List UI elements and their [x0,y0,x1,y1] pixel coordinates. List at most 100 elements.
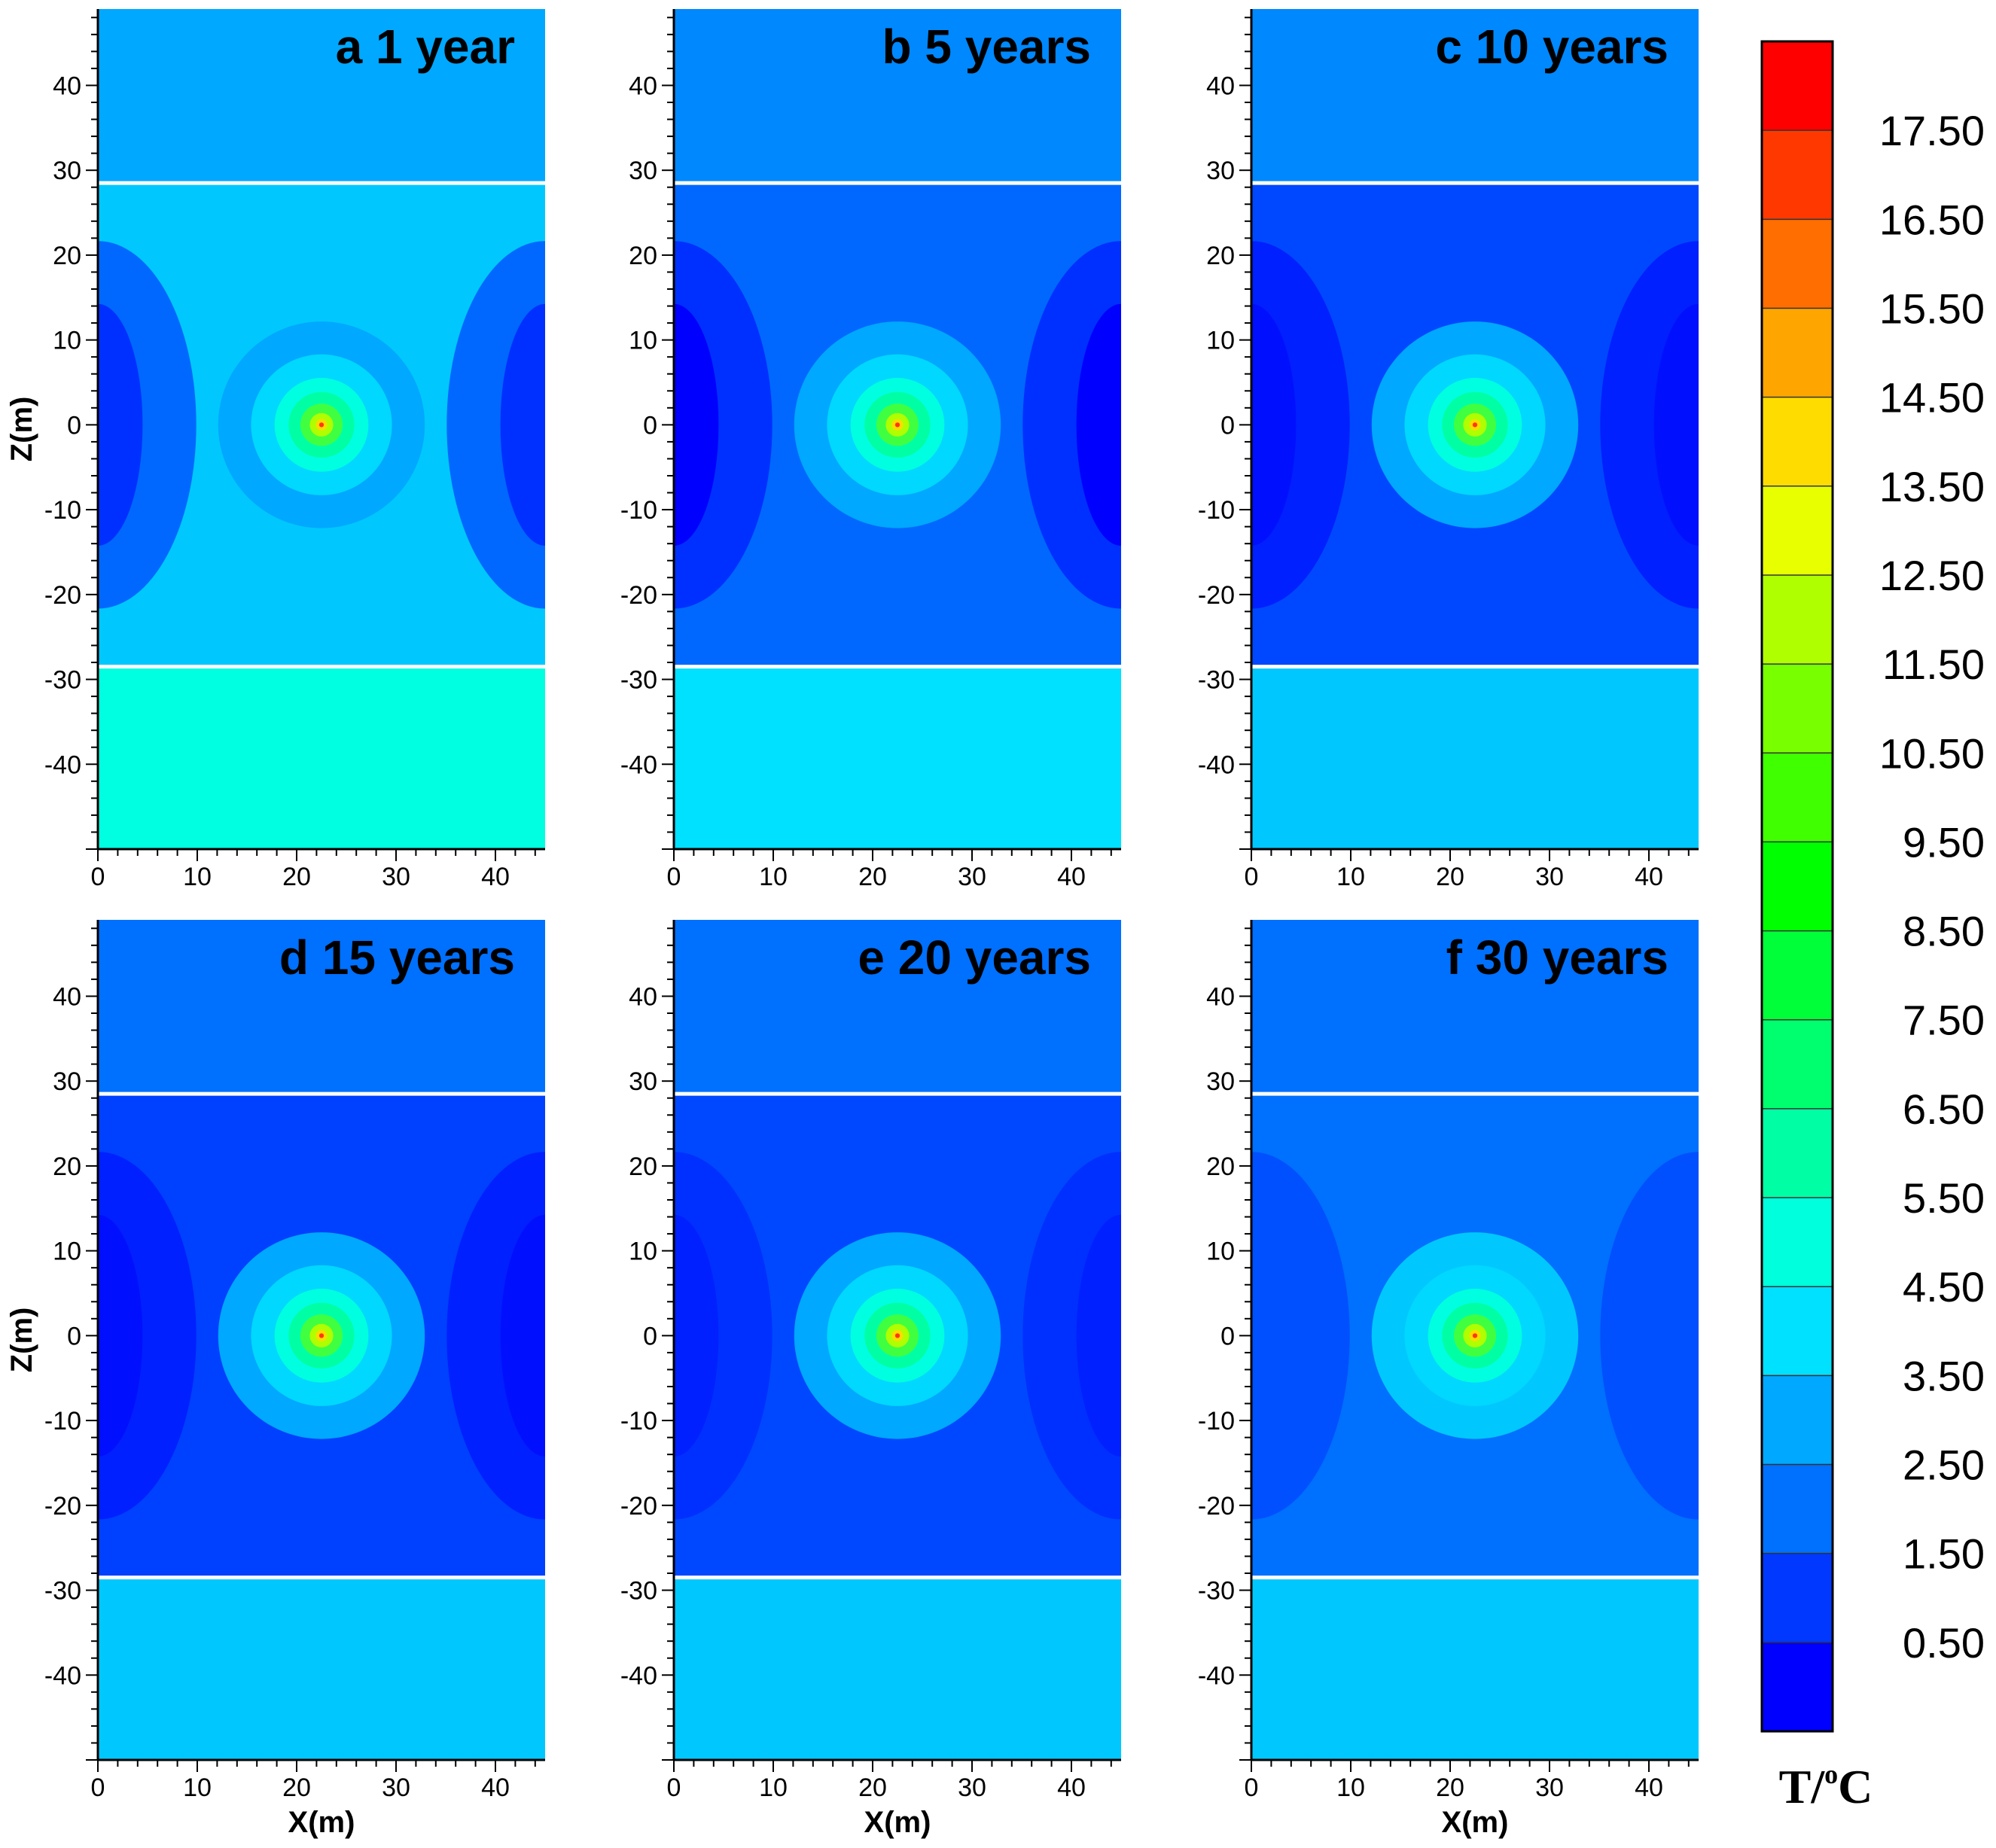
y-tick-label: -40 [620,1661,657,1690]
y-tick-label: 40 [1206,72,1235,100]
x-tick-label: 0 [667,863,681,891]
panel-d-field [98,920,545,1760]
y-tick-label: -30 [44,1577,81,1606]
y-tick-label: 0 [67,411,81,440]
layer-lower [674,1577,1121,1760]
x-tick-label: 40 [1057,1773,1086,1802]
y-tick-label: 0 [1220,1322,1235,1350]
x-tick-label: 40 [1635,863,1663,891]
cold-core-left [674,303,719,546]
cold-core-left [98,1214,143,1457]
colorbar-level-label: 9.50 [1903,818,1985,866]
colorbar-level-label: 5.50 [1903,1174,1985,1222]
x-tick-label: 10 [183,863,212,891]
colorbar-segment [1762,219,1833,309]
colorbar-level-label: 13.50 [1879,463,1985,510]
colorbar-level-label: 15.50 [1879,285,1985,332]
x-tick-label: 0 [667,1773,681,1802]
panel-title: b 5 years [882,20,1091,74]
y-tick-label: 40 [629,72,657,100]
x-tick-label: 0 [91,1773,105,1802]
colorbar-segment [1762,664,1833,754]
y-axis-title: Z(m) [5,397,38,462]
layer-lower [1251,1577,1699,1760]
cold-core-left [674,1214,719,1457]
colorbar-level-label: 0.50 [1903,1619,1985,1667]
y-tick-label: -20 [1198,1492,1235,1521]
x-tick-label: 0 [1245,1773,1259,1802]
x-tick-label: 30 [382,863,410,891]
x-axis-title: X(m) [1442,1806,1509,1839]
cold-core-left [1251,1214,1297,1457]
y-tick-label: 30 [1206,1067,1235,1096]
isotherm-ring-7 [1472,422,1478,428]
x-tick-label: 10 [759,863,788,891]
cold-core-left [1251,303,1297,546]
cold-core-right [1653,1214,1699,1457]
x-tick-label: 40 [481,863,510,891]
x-axis-title: X(m) [864,1806,931,1839]
y-tick-label: 20 [1206,1152,1235,1181]
cold-core-right [1653,303,1699,546]
y-tick-label: -20 [620,581,657,610]
y-tick-label: 10 [629,327,657,355]
panel-c: 0 10 20 30 40 -40 -30 -20 -10 0 10 20 30 40 c 10 years [1198,9,1699,891]
y-tick-label: -40 [620,750,657,779]
colorbar-segment [1762,1019,1833,1110]
colorbar-segment [1762,753,1833,842]
x-tick-label: 10 [1336,863,1365,891]
y-tick-label: 40 [53,982,81,1011]
cold-core-right [500,1214,545,1457]
colorbar-segment [1762,397,1833,487]
cold-core-left [98,303,143,546]
x-tick-label: 10 [759,1773,788,1802]
colorbar-frame [1760,40,1834,1733]
colorbar-level-label: 7.50 [1903,997,1985,1044]
y-tick-label: -40 [44,750,81,779]
y-tick-label: -30 [620,1577,657,1606]
colorbar-segment [1762,1553,1833,1643]
x-tick-label: 30 [958,863,986,891]
y-tick-label: -40 [1198,750,1235,779]
colorbar-title: T/oC [1779,1759,1873,1813]
colorbar-segment [1762,574,1833,665]
y-tick-label: 20 [53,1152,81,1181]
colorbar-level-label: 16.50 [1879,196,1985,243]
layer-upper [98,9,545,184]
x-tick-label: 30 [1535,1773,1564,1802]
y-tick-label: 10 [1206,1238,1235,1266]
y-tick-label: -10 [44,496,81,525]
y-tick-label: 0 [67,1322,81,1350]
y-tick-label: 20 [629,1152,657,1181]
y-tick-label: 30 [1206,157,1235,185]
y-tick-label: -40 [44,1661,81,1690]
panel-b-field [674,9,1121,849]
y-tick-label: 0 [643,411,657,440]
isotherm-ring-7 [1472,1333,1478,1338]
x-tick-label: 40 [1635,1773,1663,1802]
colorbar-level-label: 1.50 [1903,1530,1985,1578]
panel-c-field [1251,9,1699,849]
colorbar-level-label: 14.50 [1879,374,1985,422]
layer-upper [1251,920,1699,1094]
x-tick-label: 20 [1436,1773,1464,1802]
x-tick-label: 20 [858,863,887,891]
panel-e-field [674,920,1121,1760]
y-tick-label: 30 [53,1067,81,1096]
colorbar-level-label: 10.50 [1879,729,1985,777]
x-tick-label: 40 [1057,863,1086,891]
layer-lower [98,1577,545,1760]
y-tick-label: 20 [53,242,81,270]
colorbar-segment [1762,1286,1833,1376]
colorbar-segment [1762,930,1833,1021]
colorbar-level-label: 3.50 [1903,1352,1985,1399]
y-tick-label: 10 [1206,327,1235,355]
panel-title: d 15 years [279,930,515,985]
y-tick-label: -30 [1198,666,1235,695]
isotherm-ring-7 [318,1333,325,1338]
y-tick-label: 20 [1206,242,1235,270]
x-tick-label: 0 [1245,863,1259,891]
y-tick-label: 10 [629,1238,657,1266]
layer-upper [98,920,545,1094]
